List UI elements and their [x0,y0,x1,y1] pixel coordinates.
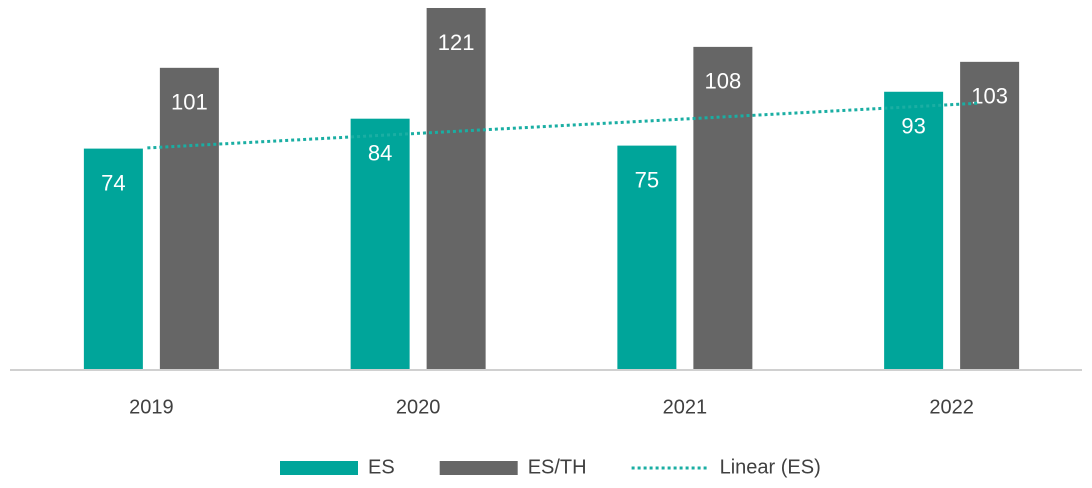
x-tick-label: 2020 [396,396,441,418]
x-tick-label: 2021 [663,396,708,418]
legend-label: ES [368,456,395,478]
bar [693,46,753,370]
legend-label: Linear (ES) [720,456,821,478]
data-label: 121 [438,30,475,55]
bar [960,61,1020,370]
bar [350,118,410,370]
data-label: 108 [705,69,742,94]
bar [884,91,944,370]
legend-swatch [280,461,358,475]
data-label: 101 [171,90,208,115]
x-tick-label: 2022 [929,396,974,418]
bar [426,7,486,371]
data-label: 93 [901,114,925,139]
x-tick-label: 2019 [129,396,174,418]
bar [83,148,143,370]
data-label: 74 [101,170,125,195]
data-label: 84 [368,141,392,166]
bar [617,145,677,370]
legend-label: ES/TH [528,456,587,478]
data-label: 75 [635,167,659,192]
data-label: 103 [971,84,1008,109]
legend-swatch [439,461,518,475]
bar [159,67,219,370]
trendline [147,101,979,150]
